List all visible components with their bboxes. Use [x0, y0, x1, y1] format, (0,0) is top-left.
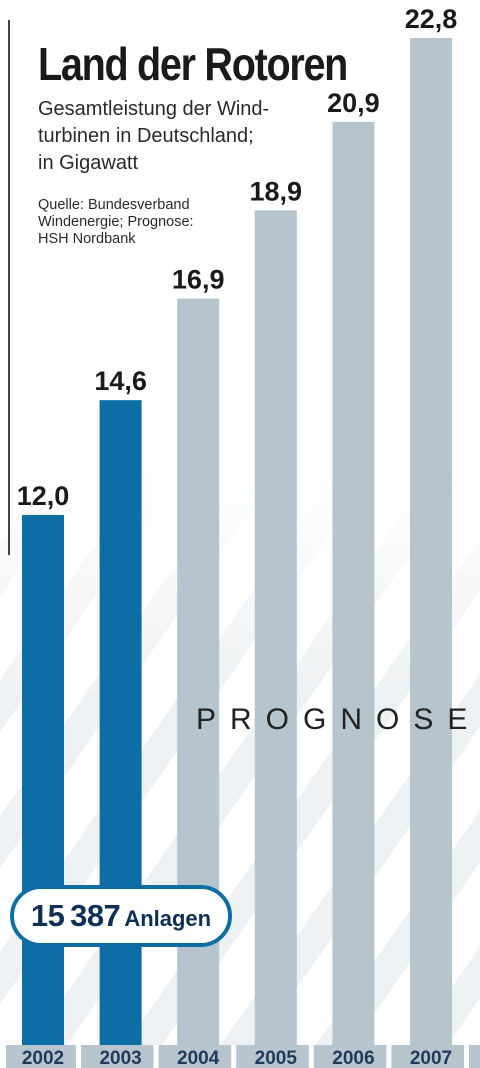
forecast-label: PROGNOSE: [196, 703, 480, 736]
x-tick-label-2003: 2003: [99, 1048, 141, 1068]
source-line: HSH Nordbank: [38, 231, 136, 247]
installations-unit: Anlagen: [124, 906, 212, 931]
subtitle-line: turbinen in Deutschland;: [38, 125, 254, 147]
year-band-gap: [153, 1045, 159, 1068]
chart-source: Quelle: Bundesverband Windenergie; Progn…: [38, 197, 238, 248]
chart-title: Land der Rotoren: [38, 38, 348, 90]
year-band-gap: [76, 1045, 81, 1068]
year-band-gap: [0, 1045, 6, 1068]
x-tick-label-2004: 2004: [177, 1048, 220, 1068]
background-stripes-fade: [0, 470, 480, 700]
x-tick-label-2007: 2007: [410, 1048, 452, 1068]
value-label-2007: 22,8: [405, 4, 458, 34]
bar-2007: [410, 38, 452, 1045]
x-tick-labels-group: 2002 2003 2004 2005 2006 2007: [22, 1045, 469, 1068]
installations-badge: 15 387 Anlagen: [10, 885, 232, 947]
bar-2002: [22, 515, 64, 1045]
value-label-2004: 16,9: [172, 265, 225, 295]
year-axis-band: [0, 1045, 480, 1068]
value-label-2005: 18,9: [250, 176, 303, 206]
value-labels-group: 12,0 14,6 16,9 18,9 20,9 22,8: [17, 4, 458, 511]
source-line: Windenergie; Prognose:: [38, 214, 194, 230]
installations-count: 15 387: [30, 898, 121, 933]
bar-2005: [254, 210, 297, 1045]
source-line: Quelle: Bundesverband: [38, 197, 190, 213]
x-tick-label-2006: 2006: [332, 1048, 374, 1068]
chart-subtitle: Gesamtleistung der Wind- turbinen in Deu…: [38, 96, 308, 177]
value-label-2006: 20,9: [327, 88, 380, 118]
divider-line: [8, 20, 10, 555]
x-tick-label-2005: 2005: [255, 1048, 298, 1068]
year-band-gap: [464, 1045, 469, 1068]
bar-2006: [332, 121, 375, 1045]
subtitle-line: in Gigawatt: [38, 152, 139, 174]
year-band-background: [0, 1045, 480, 1068]
x-tick-label-2002: 2002: [22, 1048, 64, 1068]
value-label-2002: 12,0: [17, 481, 70, 511]
year-band-gap: [386, 1045, 392, 1068]
value-label-2003: 14,6: [94, 366, 147, 396]
subtitle-line: Gesamtleistung der Wind-: [38, 98, 270, 120]
year-band-gap: [231, 1045, 237, 1068]
year-band-gap: [308, 1045, 314, 1068]
